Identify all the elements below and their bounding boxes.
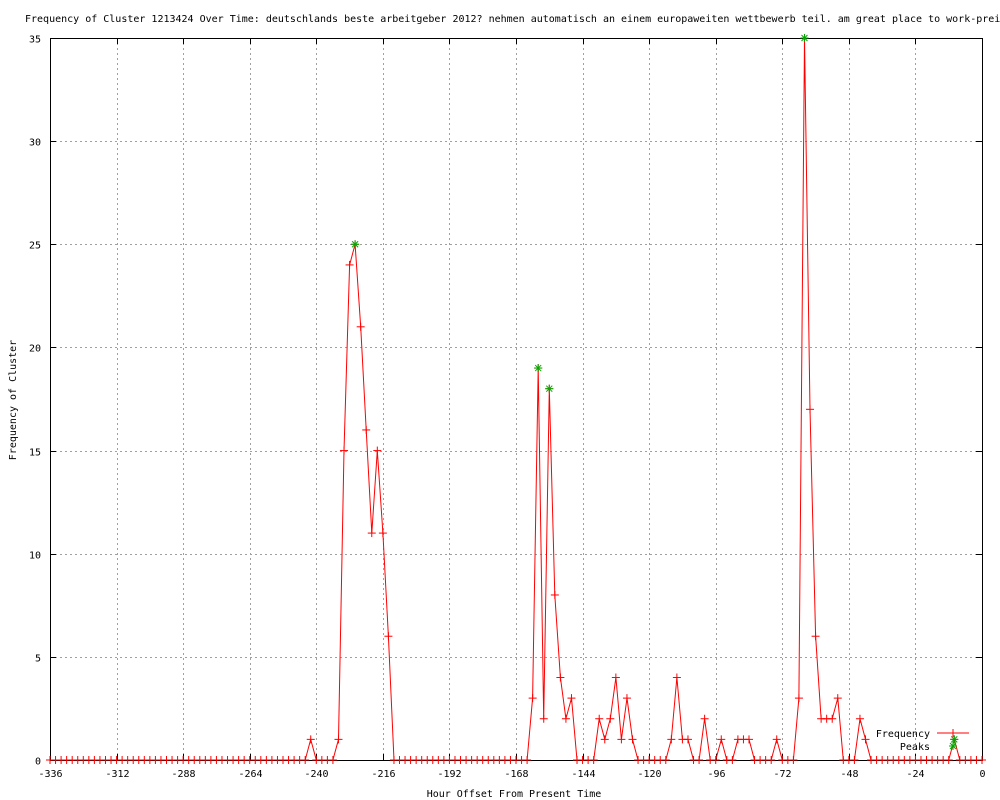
y-tick-label: 20 [29, 344, 41, 355]
frequency-point [717, 735, 726, 744]
frequency-point [806, 405, 815, 414]
marker-d2 [545, 385, 553, 393]
y-tick-label: 0 [35, 757, 41, 768]
x-tick-label: -312 [105, 769, 129, 780]
y-tick-label: 10 [29, 551, 41, 562]
frequency-point [672, 673, 681, 682]
peak-point [351, 240, 360, 249]
frequency-point [711, 756, 720, 764]
x-tick-label: -168 [504, 769, 528, 780]
x-tick-label: 0 [979, 769, 985, 780]
x-tick-label: -144 [571, 769, 595, 780]
marker-d2 [949, 742, 957, 750]
frequency-point [384, 632, 393, 641]
frequency-point [340, 446, 349, 455]
marker-d2 [950, 736, 958, 743]
x-tick-label: -48 [840, 769, 858, 780]
frequency-point [850, 756, 859, 764]
frequency-point [794, 694, 803, 703]
frequency-point [700, 714, 709, 723]
marker-d2 [534, 364, 542, 372]
frequency-point [683, 735, 692, 744]
frequency-point [944, 756, 953, 764]
legend-label-peaks: Peaks [900, 742, 930, 753]
frequency-point [617, 735, 626, 744]
frequency-point [861, 735, 870, 744]
frequency-point [301, 756, 310, 764]
y-tick-label: 5 [35, 654, 41, 665]
frequency-point [772, 735, 781, 744]
x-tick-label: -72 [773, 769, 791, 780]
frequency-point [556, 673, 565, 682]
y-tick-label: 25 [29, 241, 41, 252]
frequency-point [367, 529, 376, 538]
frequency-point [833, 694, 842, 703]
frequency-point [373, 446, 382, 455]
frequency-point [728, 756, 737, 764]
x-tick-label: -264 [238, 769, 262, 780]
frequency-point [306, 735, 315, 744]
frequency-point [362, 425, 371, 434]
frequency-point [328, 756, 337, 764]
frequency-point [567, 694, 576, 703]
frequency-point [622, 694, 631, 703]
legend-label-frequency: Frequency [876, 729, 930, 740]
frequency-point [378, 529, 387, 538]
y-tick-label: 35 [29, 35, 41, 46]
x-tick-label: -24 [906, 769, 924, 780]
x-tick-label: -336 [38, 769, 62, 780]
y-axis-label: Frequency of Cluster [8, 340, 19, 460]
frequency-point [600, 735, 609, 744]
frequency-point [628, 735, 637, 744]
frequency-point [695, 756, 704, 764]
marker-d2 [351, 240, 359, 248]
frequency-point [855, 714, 864, 723]
peak-point [534, 364, 543, 373]
frequency-point [767, 756, 776, 764]
x-tick-label: -288 [171, 769, 195, 780]
frequency-point [661, 756, 670, 764]
series-layer [46, 34, 986, 764]
grid [50, 38, 982, 760]
x-tick-label: -120 [637, 769, 661, 780]
y-tick-label: 15 [29, 448, 41, 459]
legend-marker-peaks [949, 742, 957, 750]
frequency-point [528, 694, 537, 703]
frequency-point [345, 260, 354, 269]
y-tick-label: 30 [29, 138, 41, 149]
x-tick-label: -96 [707, 769, 725, 780]
frequency-point [550, 590, 559, 599]
frequency-point [356, 322, 365, 331]
frequency-point [811, 632, 820, 641]
frequency-point [745, 735, 753, 744]
frequency-point [828, 714, 837, 723]
legend: Frequency Peaks [876, 729, 969, 753]
marker-d2 [801, 34, 808, 42]
frequency-point [523, 756, 532, 764]
frequency-point [611, 673, 620, 682]
frequency-point [606, 714, 615, 723]
frequency-point [667, 735, 676, 744]
peak-point [800, 34, 809, 42]
x-tick-label: -216 [371, 769, 395, 780]
frequency-point [561, 714, 570, 723]
peak-point [950, 735, 959, 744]
frequency-point [595, 714, 604, 723]
x-tick-label: -192 [437, 769, 461, 780]
frequency-point [789, 756, 798, 764]
frequency-point [978, 756, 986, 764]
frequency-point [334, 735, 343, 744]
x-tick-label: -240 [304, 769, 328, 780]
legend-marker-frequency [949, 729, 957, 737]
frequency-point [589, 756, 598, 764]
peak-point [545, 384, 554, 393]
x-axis-label: Hour Offset From Present Time [427, 789, 602, 800]
frequency-point [539, 714, 548, 723]
chart-title: Frequency of Cluster 1213424 Over Time: … [25, 14, 1000, 25]
